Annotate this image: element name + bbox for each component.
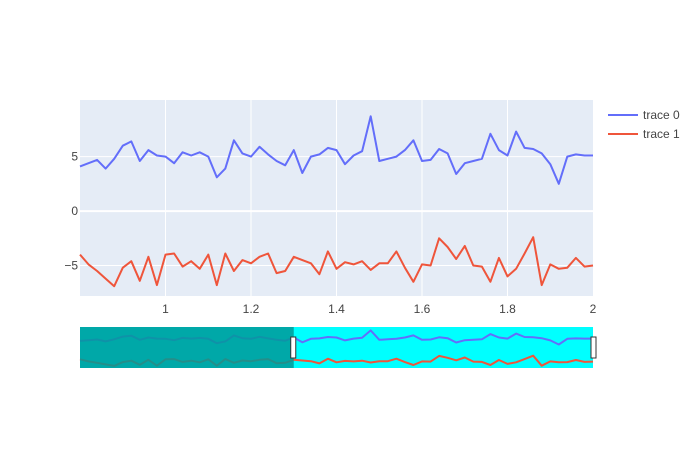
range-slider[interactable]	[79, 327, 597, 368]
legend-item[interactable]: trace 0	[608, 108, 680, 122]
range-slider-unselected-mask	[80, 327, 294, 368]
y-tick-label: 5	[71, 150, 78, 164]
x-axis: 1 1.2 1.4 1.6 1.8 2	[162, 302, 597, 316]
y-tick-label: −5	[64, 259, 78, 273]
x-tick-label: 1.2	[243, 302, 260, 316]
range-slider-handle-right[interactable]	[590, 336, 597, 359]
series-line	[79, 236, 594, 288]
x-tick-label: 1	[162, 302, 169, 316]
x-tick-label: 2	[590, 302, 597, 316]
x-tick-label: 1.8	[499, 302, 516, 316]
x-tick-label: 1.4	[328, 302, 345, 316]
series-lines	[79, 115, 594, 288]
legend-label: trace 0	[643, 108, 680, 122]
y-tick-label: 0	[71, 204, 78, 218]
legend: trace 0 trace 1	[608, 108, 680, 141]
x-tick-label: 1.6	[414, 302, 431, 316]
legend-label: trace 1	[643, 127, 680, 141]
legend-item[interactable]: trace 1	[608, 127, 680, 141]
series-line	[79, 115, 593, 185]
range-slider-handle-left[interactable]	[290, 336, 297, 359]
y-axis: −5 0 5	[64, 150, 78, 273]
